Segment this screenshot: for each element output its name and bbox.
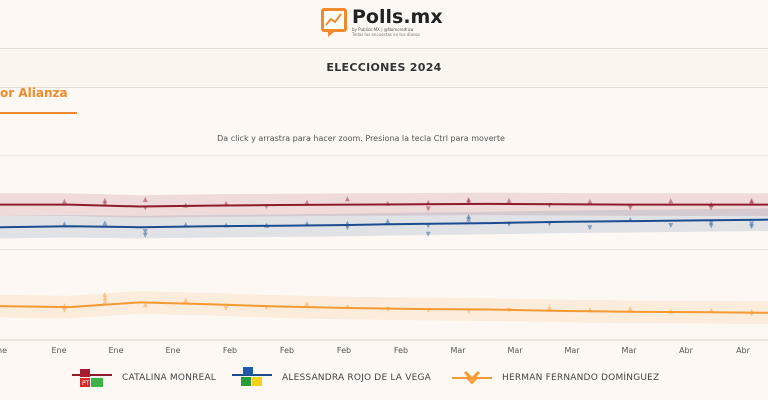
legend-item-monreal[interactable]: PT CATALINA MONREAL xyxy=(72,362,216,394)
x-tick-label: Feb xyxy=(337,346,351,355)
x-tick-label: ne xyxy=(0,346,7,355)
data-point xyxy=(61,221,67,227)
data-point xyxy=(344,196,350,202)
brand-tagline: Todas las encuestas en tus dianos xyxy=(352,32,421,37)
data-point xyxy=(466,216,472,222)
data-point xyxy=(102,291,108,297)
data-point xyxy=(425,206,431,212)
x-tick-label: Feb xyxy=(394,346,408,355)
data-point xyxy=(304,199,310,205)
x-tick-label: Ene xyxy=(51,346,66,355)
data-point xyxy=(61,307,67,313)
x-tick-label: Feb xyxy=(223,346,237,355)
data-point xyxy=(749,199,755,205)
x-tick-label: Mar xyxy=(621,346,637,355)
poll-chart[interactable]: ne Ene Ene Ene Feb Feb Feb Feb Mar Mar Mar Mar Abr Ab… xyxy=(0,150,768,360)
legend-item-herman[interactable]: HERMAN FERNANDO DOMÍNGUEZ xyxy=(452,362,659,394)
morena-logo-icon: PT xyxy=(72,369,112,387)
data-point xyxy=(183,297,189,303)
trend-line-0 xyxy=(0,202,768,208)
trend-line-1 xyxy=(0,218,768,229)
section-bar: ELECCIONES 2024 xyxy=(0,48,768,88)
x-tick-label: Feb xyxy=(280,346,294,355)
legend-label-monreal: CATALINA MONREAL xyxy=(122,373,217,383)
legend-item-rojo[interactable]: ALESSANDRA ROJO DE LA VEGA xyxy=(232,362,431,394)
pan-logo-icon xyxy=(232,367,272,386)
data-point xyxy=(61,198,67,204)
data-point xyxy=(102,197,108,203)
data-point xyxy=(102,299,108,305)
data-point xyxy=(466,196,472,202)
svg-text:PT: PT xyxy=(82,380,90,387)
x-tick-label: Mar xyxy=(564,346,580,355)
tab-alianza[interactable]: or Alianza xyxy=(0,86,68,100)
data-point xyxy=(425,231,431,237)
x-tick-label: Mar xyxy=(450,346,466,355)
data-point xyxy=(142,232,148,238)
data-point xyxy=(506,197,512,203)
data-point xyxy=(466,213,472,219)
tab-underline xyxy=(0,112,77,114)
data-point xyxy=(668,222,674,228)
brand-name: Polls.mx xyxy=(352,6,443,28)
x-tick-label: Abr xyxy=(736,346,751,355)
data-point xyxy=(749,197,755,203)
x-tick-label: Ene xyxy=(108,346,123,355)
data-point xyxy=(587,198,593,204)
data-point xyxy=(223,306,229,312)
section-title: ELECCIONES 2024 xyxy=(326,61,442,74)
data-point xyxy=(627,205,633,211)
data-point xyxy=(668,198,674,204)
data-point xyxy=(142,302,148,308)
data-point xyxy=(749,224,755,230)
data-point xyxy=(708,223,714,229)
data-point xyxy=(304,301,310,307)
data-point xyxy=(142,228,148,234)
data-point xyxy=(708,220,714,226)
legend-label-rojo: ALESSANDRA ROJO DE LA VEGA xyxy=(282,373,432,383)
x-tick-label: Mar xyxy=(507,346,523,355)
data-point xyxy=(142,196,148,202)
data-point xyxy=(102,200,108,206)
logo-chart-icon xyxy=(321,8,347,37)
data-point xyxy=(385,218,391,224)
site-header: Polls.mx by Publico MX | @Nomoredraw Tod… xyxy=(0,0,768,48)
data-point xyxy=(708,205,714,211)
data-point xyxy=(749,221,755,227)
data-point xyxy=(587,225,593,231)
data-point xyxy=(344,225,350,231)
data-point xyxy=(102,295,108,301)
legend-label-herman: HERMAN FERNANDO DOMÍNGUEZ xyxy=(502,373,660,383)
brand-sub: by Publico MX | @Nomoredraw xyxy=(352,27,414,32)
data-point xyxy=(466,198,472,204)
x-tick-label: Ene xyxy=(165,346,180,355)
data-point xyxy=(546,305,552,311)
polls-logo[interactable]: Polls.mx by Publico MX | @Nomoredraw Tod… xyxy=(320,4,443,40)
trend-line-2 xyxy=(0,301,768,314)
data-point xyxy=(627,305,633,311)
mc-logo-icon xyxy=(452,370,492,385)
x-tick-label: Abr xyxy=(679,346,694,355)
chart-legend: PT CATALINA MONREAL ALESSANDRA ROJO DE L… xyxy=(0,362,768,394)
zoom-hint: Da click y arrastra para hacer zoom. Pre… xyxy=(217,134,505,143)
data-point xyxy=(102,220,108,226)
